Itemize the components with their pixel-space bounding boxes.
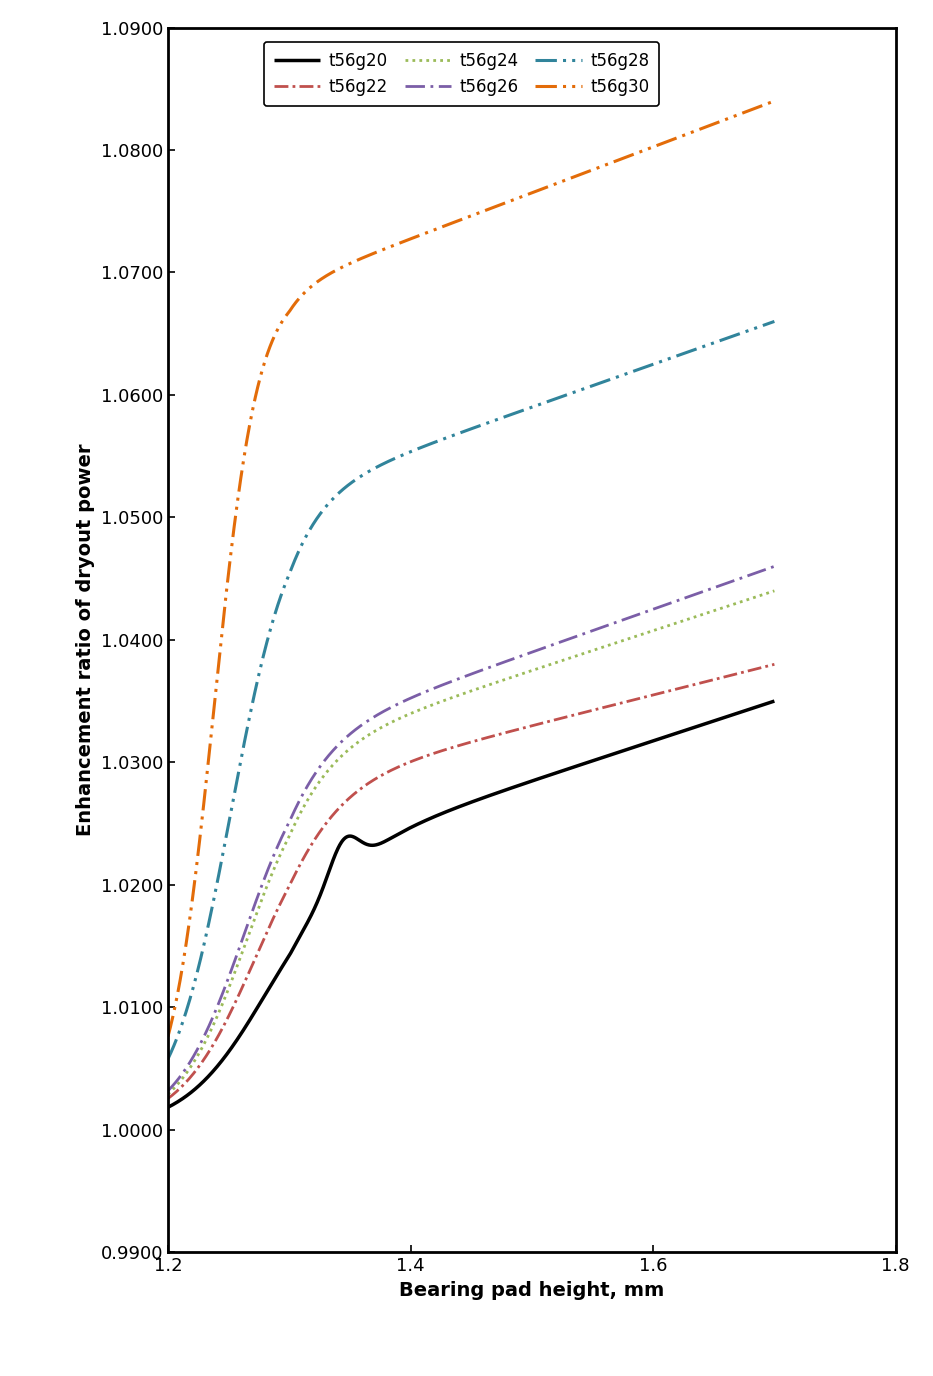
- t56g26: [635, 605, 647, 622]
- t56g30: [429, 222, 440, 238]
- t56g26: [578, 625, 590, 641]
- t56g30: [408, 230, 419, 246]
- t56g28: [647, 356, 658, 373]
- t56g26: [162, 1083, 174, 1099]
- Line: t56g24: t56g24: [168, 590, 774, 1094]
- t56g20: [769, 694, 780, 710]
- Line: t56g28: t56g28: [168, 322, 774, 1060]
- t56g28: [635, 361, 647, 377]
- Line: t56g20: t56g20: [168, 702, 774, 1108]
- t56g22: [429, 744, 440, 761]
- Line: t56g22: t56g22: [168, 665, 774, 1098]
- t56g26: [429, 680, 440, 696]
- Line: t56g26: t56g26: [168, 567, 774, 1091]
- t56g24: [408, 705, 419, 721]
- t56g24: [224, 977, 235, 993]
- t56g24: [647, 623, 658, 640]
- t56g28: [408, 442, 419, 458]
- t56g26: [224, 966, 235, 982]
- Line: t56g30: t56g30: [168, 100, 774, 1036]
- t56g24: [429, 696, 440, 713]
- t56g28: [224, 809, 235, 826]
- t56g24: [635, 626, 647, 643]
- t56g24: [578, 645, 590, 662]
- t56g20: [408, 819, 419, 835]
- t56g22: [647, 687, 658, 703]
- t56g26: [408, 689, 419, 706]
- t56g28: [429, 433, 440, 450]
- t56g28: [578, 380, 590, 396]
- t56g20: [429, 808, 440, 824]
- t56g22: [635, 689, 647, 706]
- t56g26: [769, 559, 780, 575]
- t56g20: [162, 1099, 174, 1116]
- t56g30: [769, 92, 780, 109]
- X-axis label: Bearing pad height, mm: Bearing pad height, mm: [399, 1281, 664, 1299]
- t56g24: [162, 1086, 174, 1102]
- t56g28: [162, 1051, 174, 1068]
- t56g22: [162, 1090, 174, 1106]
- t56g20: [647, 733, 658, 750]
- t56g24: [769, 582, 780, 599]
- t56g22: [408, 753, 419, 769]
- t56g22: [578, 705, 590, 721]
- t56g30: [635, 143, 647, 160]
- t56g28: [769, 314, 780, 330]
- t56g30: [647, 139, 658, 155]
- t56g26: [647, 601, 658, 618]
- t56g30: [162, 1028, 174, 1044]
- t56g30: [224, 553, 235, 570]
- t56g20: [578, 755, 590, 772]
- t56g20: [635, 736, 647, 753]
- t56g20: [224, 1042, 235, 1058]
- t56g30: [578, 165, 590, 182]
- t56g22: [224, 1006, 235, 1022]
- Legend: t56g20, t56g22, t56g24, t56g26, t56g28, t56g30: t56g20, t56g22, t56g24, t56g26, t56g28, …: [264, 43, 660, 106]
- Y-axis label: Enhancement ratio of dryout power: Enhancement ratio of dryout power: [76, 443, 95, 837]
- t56g22: [769, 656, 780, 673]
